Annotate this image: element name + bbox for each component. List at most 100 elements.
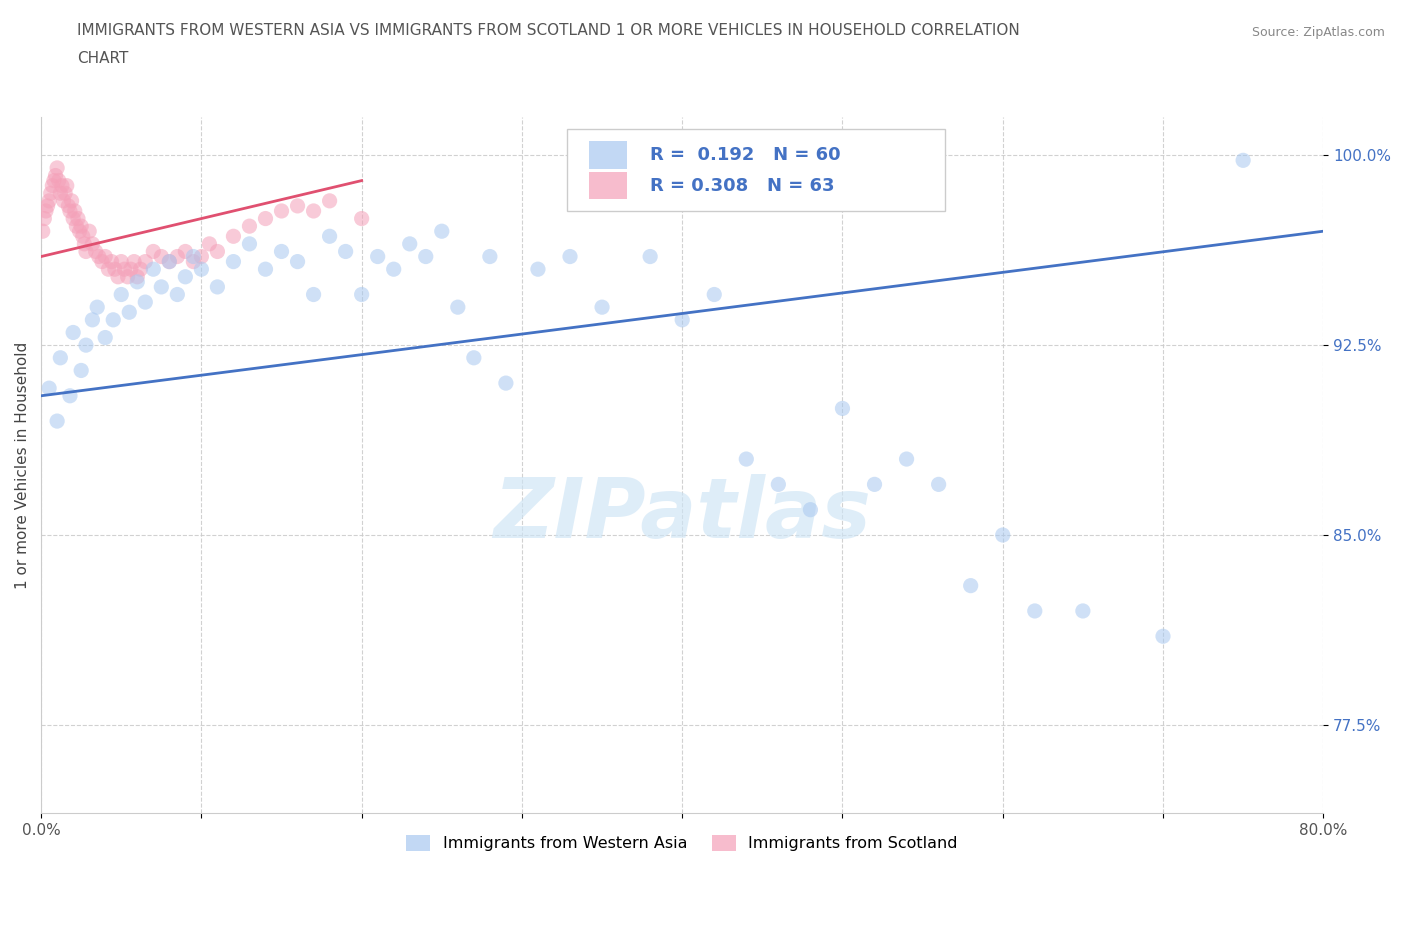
- Point: [118, 305, 141, 320]
- Point: [55, 179, 77, 193]
- Text: R = 0.308   N = 63: R = 0.308 N = 63: [650, 177, 835, 194]
- Point: [134, 295, 156, 310]
- Point: [703, 287, 725, 302]
- Point: [190, 249, 212, 264]
- Point: [97, 261, 120, 276]
- Point: [72, 229, 94, 244]
- Point: [238, 219, 260, 233]
- Point: [174, 244, 197, 259]
- Point: [207, 280, 229, 295]
- Point: [768, 477, 790, 492]
- Point: [350, 287, 373, 302]
- Point: [415, 249, 437, 264]
- Point: [831, 401, 853, 416]
- Point: [82, 312, 104, 327]
- Point: [222, 229, 245, 244]
- Point: [34, 211, 56, 226]
- FancyBboxPatch shape: [589, 172, 627, 199]
- Point: [463, 351, 485, 365]
- Point: [49, 186, 72, 201]
- Point: [591, 299, 613, 314]
- Point: [48, 173, 70, 188]
- Point: [166, 249, 188, 264]
- FancyBboxPatch shape: [589, 141, 627, 169]
- Point: [478, 249, 501, 264]
- Point: [367, 249, 389, 264]
- Point: [254, 211, 277, 226]
- Point: [447, 299, 470, 314]
- Y-axis label: 1 or more Vehicles in Household: 1 or more Vehicles in Household: [15, 341, 30, 589]
- Text: CHART: CHART: [77, 51, 129, 66]
- Point: [122, 254, 145, 269]
- Point: [318, 229, 340, 244]
- Point: [302, 287, 325, 302]
- Point: [157, 254, 180, 269]
- Point: [287, 198, 309, 213]
- Point: [157, 254, 180, 269]
- Point: [150, 249, 173, 264]
- Point: [302, 204, 325, 219]
- Point: [1152, 629, 1174, 644]
- Point: [198, 236, 221, 251]
- Point: [799, 502, 821, 517]
- Point: [104, 261, 127, 276]
- Point: [142, 244, 165, 259]
- Point: [51, 179, 73, 193]
- Point: [270, 204, 292, 219]
- Point: [671, 312, 693, 327]
- Point: [398, 236, 420, 251]
- Point: [558, 249, 581, 264]
- Point: [318, 193, 340, 208]
- Point: [134, 254, 156, 269]
- Point: [166, 287, 188, 302]
- Point: [207, 244, 229, 259]
- Point: [110, 254, 132, 269]
- Point: [75, 338, 97, 352]
- Point: [82, 236, 104, 251]
- Point: [69, 224, 91, 239]
- Point: [928, 477, 950, 492]
- Point: [959, 578, 981, 593]
- Point: [53, 186, 76, 201]
- Point: [58, 198, 80, 213]
- Point: [335, 244, 357, 259]
- Point: [60, 193, 83, 208]
- Point: [127, 270, 149, 285]
- Point: [62, 211, 84, 226]
- Point: [117, 270, 139, 285]
- Point: [94, 330, 117, 345]
- Text: IMMIGRANTS FROM WESTERN ASIA VS IMMIGRANTS FROM SCOTLAND 1 OR MORE VEHICLES IN H: IMMIGRANTS FROM WESTERN ASIA VS IMMIGRAN…: [77, 23, 1021, 38]
- Point: [430, 224, 453, 239]
- Point: [73, 236, 96, 251]
- Point: [75, 244, 97, 259]
- Point: [1232, 153, 1254, 167]
- Point: [62, 326, 84, 340]
- Point: [31, 224, 53, 239]
- Point: [638, 249, 661, 264]
- Point: [270, 244, 292, 259]
- Point: [41, 179, 63, 193]
- Point: [35, 204, 58, 219]
- Point: [991, 527, 1014, 542]
- Text: R =  0.192   N = 60: R = 0.192 N = 60: [650, 146, 841, 164]
- Point: [38, 193, 60, 208]
- Point: [42, 173, 65, 188]
- Point: [129, 261, 152, 276]
- Point: [103, 312, 125, 327]
- Point: [107, 270, 129, 285]
- Point: [254, 261, 277, 276]
- Point: [86, 299, 108, 314]
- Text: ZIPatlas: ZIPatlas: [494, 473, 872, 554]
- Point: [100, 254, 122, 269]
- Point: [120, 261, 142, 276]
- Point: [37, 198, 59, 213]
- FancyBboxPatch shape: [567, 129, 945, 211]
- Point: [495, 376, 517, 391]
- Text: Source: ZipAtlas.com: Source: ZipAtlas.com: [1251, 26, 1385, 39]
- Point: [49, 351, 72, 365]
- Point: [190, 261, 212, 276]
- Point: [63, 204, 86, 219]
- Point: [183, 254, 205, 269]
- Point: [38, 380, 60, 395]
- Point: [896, 452, 918, 467]
